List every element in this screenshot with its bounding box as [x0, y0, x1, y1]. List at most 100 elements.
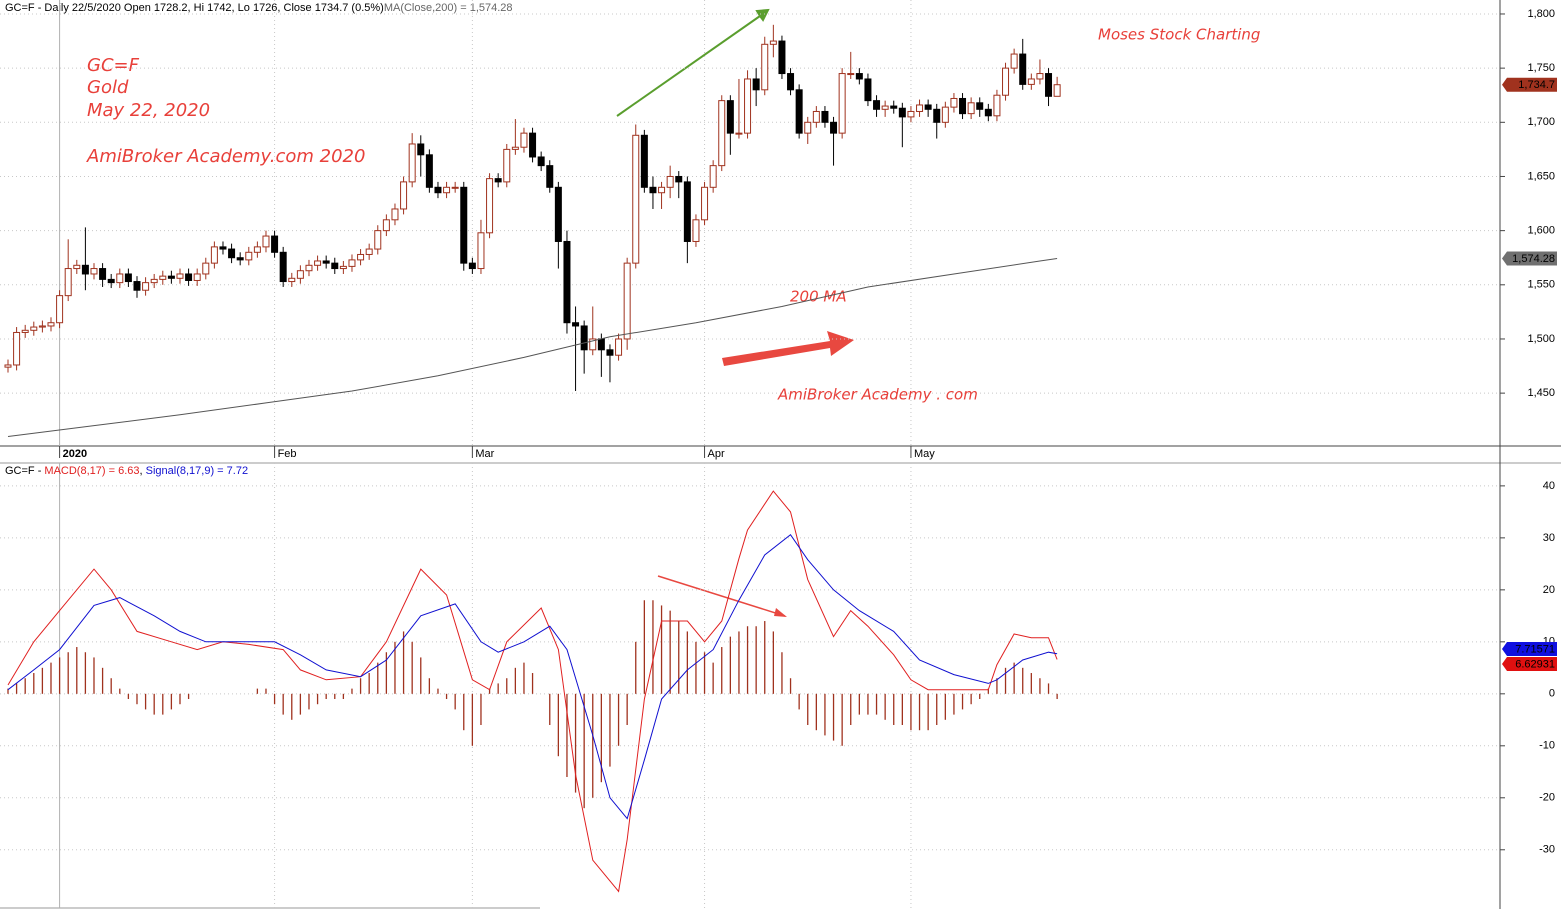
line-series	[7, 533, 1058, 820]
candle-body	[193, 273, 201, 281]
candle-body	[597, 338, 605, 351]
candle-body	[795, 89, 803, 134]
candle-body	[296, 270, 304, 279]
candle-body	[228, 248, 236, 259]
candle-body	[262, 235, 270, 248]
header-part: GC=F - Daily 22/5/2020 Open 1728.2, Hi 1…	[5, 2, 384, 14]
candle-body	[666, 175, 674, 188]
header-part: MA(Close,200) = 1,574.28	[384, 2, 513, 14]
candle-body	[838, 73, 846, 134]
candle-body	[451, 186, 459, 189]
candle-body	[150, 278, 158, 284]
candle-body	[855, 73, 863, 80]
y-tick-label: -10	[1539, 740, 1555, 752]
candle-body	[520, 132, 528, 148]
candle-body	[589, 338, 597, 351]
candle-body	[890, 105, 898, 109]
candle-body	[176, 273, 184, 279]
candle-body	[984, 108, 992, 117]
candle-body	[675, 175, 683, 183]
candle-body	[649, 186, 657, 194]
y-tick-label: 1,550	[1527, 279, 1555, 291]
candle-body	[546, 165, 554, 188]
candle-body	[511, 146, 519, 150]
candle-body	[167, 275, 175, 279]
candle-body	[623, 262, 631, 340]
candle-body	[563, 240, 571, 324]
candle-body	[916, 104, 924, 112]
price-tag-label: 7.71571	[1515, 643, 1555, 655]
candle-body	[1027, 78, 1035, 85]
candle-body	[219, 246, 227, 250]
annotation: May 22, 2020	[87, 100, 210, 121]
candle-body	[632, 134, 640, 264]
candle-body	[554, 186, 562, 242]
candle-body	[443, 186, 451, 194]
candle-body	[821, 110, 829, 123]
candle-body	[873, 100, 881, 110]
candle-body	[339, 265, 347, 270]
price-tag	[1502, 657, 1557, 672]
candle-body	[99, 268, 107, 280]
candle-body	[425, 154, 433, 188]
x-tick-label: 2020	[63, 448, 87, 460]
candle-body	[64, 268, 72, 297]
x-tick-label: Feb	[278, 448, 297, 460]
candle-body	[236, 257, 244, 261]
candle-body	[615, 338, 623, 356]
candle-body	[898, 107, 906, 118]
candle-body	[503, 148, 511, 183]
candle-body	[202, 262, 210, 275]
x-tick-label: Mar	[475, 448, 494, 460]
candle-body	[38, 325, 46, 328]
annotation: AmiBroker Academy.com 2020	[86, 146, 365, 167]
y-tick-label: 1,750	[1527, 62, 1555, 74]
candle-body	[1045, 73, 1053, 97]
line-series	[7, 258, 1058, 437]
candle-body	[787, 73, 795, 91]
candle-body	[959, 97, 967, 115]
candle-body	[1002, 67, 1010, 96]
candle-body	[271, 235, 279, 253]
candle-body	[1036, 73, 1044, 80]
candle-body	[382, 219, 390, 232]
candle-body	[331, 262, 339, 270]
candle-body	[847, 73, 855, 76]
candle-body	[468, 262, 476, 270]
candle-body	[812, 110, 820, 123]
candle-body	[761, 43, 769, 91]
candle-body	[90, 268, 98, 275]
candle-body	[477, 232, 485, 270]
y-tick-label: -30	[1539, 844, 1555, 856]
candle-body	[185, 273, 193, 281]
candle-body	[408, 143, 416, 183]
panel-header: GC=F - MACD(8,17) = 6.63, Signal(8,17,9)…	[5, 465, 248, 477]
candle-body	[391, 208, 399, 221]
candle-body	[4, 364, 12, 368]
candle-body	[529, 132, 537, 158]
annotation: Moses Stock Charting	[1098, 26, 1260, 44]
candle-body	[253, 246, 261, 253]
green-arrow	[616, 8, 770, 117]
divergence-arrow	[657, 575, 786, 617]
candle-body	[950, 97, 958, 108]
candle-body	[683, 181, 691, 242]
candle-body	[400, 181, 408, 210]
price-tag	[1502, 251, 1557, 266]
y-tick-label: 20	[1543, 584, 1555, 596]
candle-body	[537, 156, 545, 167]
candle-body	[864, 78, 872, 102]
candle-body	[830, 121, 838, 134]
price-tag-label: 1,574.28	[1512, 253, 1555, 265]
x-tick-label: Apr	[708, 448, 725, 460]
candle-body	[288, 277, 296, 283]
candle-body	[778, 40, 786, 75]
candle-body	[47, 322, 55, 327]
price-tag-label: 1,734.7	[1518, 79, 1555, 91]
header-part: ,	[140, 465, 146, 477]
candle-body	[718, 100, 726, 167]
y-tick-label: -20	[1539, 792, 1555, 804]
y-tick-label: 0	[1549, 688, 1555, 700]
y-tick-label: 30	[1543, 532, 1555, 544]
